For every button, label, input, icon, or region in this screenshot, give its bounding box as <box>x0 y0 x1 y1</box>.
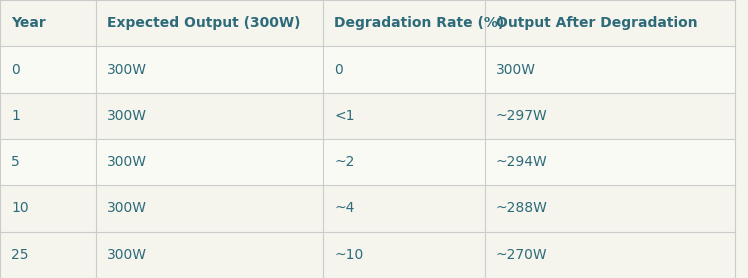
Text: Degradation Rate (%): Degradation Rate (%) <box>334 16 505 30</box>
Text: 0: 0 <box>11 63 19 76</box>
Text: ~4: ~4 <box>334 202 355 215</box>
Bar <box>0 139 735 185</box>
Text: Year: Year <box>11 16 46 30</box>
Text: ~2: ~2 <box>334 155 355 169</box>
Text: 5: 5 <box>11 155 19 169</box>
Text: 300W: 300W <box>106 202 147 215</box>
Text: 300W: 300W <box>106 109 147 123</box>
Text: 300W: 300W <box>496 63 536 76</box>
Text: ~297W: ~297W <box>496 109 548 123</box>
Text: 300W: 300W <box>106 248 147 262</box>
Text: ~294W: ~294W <box>496 155 548 169</box>
Text: ~288W: ~288W <box>496 202 548 215</box>
Text: <1: <1 <box>334 109 355 123</box>
Text: Expected Output (300W): Expected Output (300W) <box>106 16 300 30</box>
Bar <box>0 93 735 139</box>
Text: 10: 10 <box>11 202 28 215</box>
Text: 25: 25 <box>11 248 28 262</box>
Text: 0: 0 <box>334 63 343 76</box>
Bar <box>0 0 735 46</box>
Text: 300W: 300W <box>106 63 147 76</box>
Text: ~270W: ~270W <box>496 248 548 262</box>
Text: Output After Degradation: Output After Degradation <box>496 16 698 30</box>
Bar <box>0 185 735 232</box>
Bar <box>0 0 735 46</box>
Bar <box>0 46 735 93</box>
Text: ~10: ~10 <box>334 248 364 262</box>
Text: 1: 1 <box>11 109 20 123</box>
Text: 300W: 300W <box>106 155 147 169</box>
